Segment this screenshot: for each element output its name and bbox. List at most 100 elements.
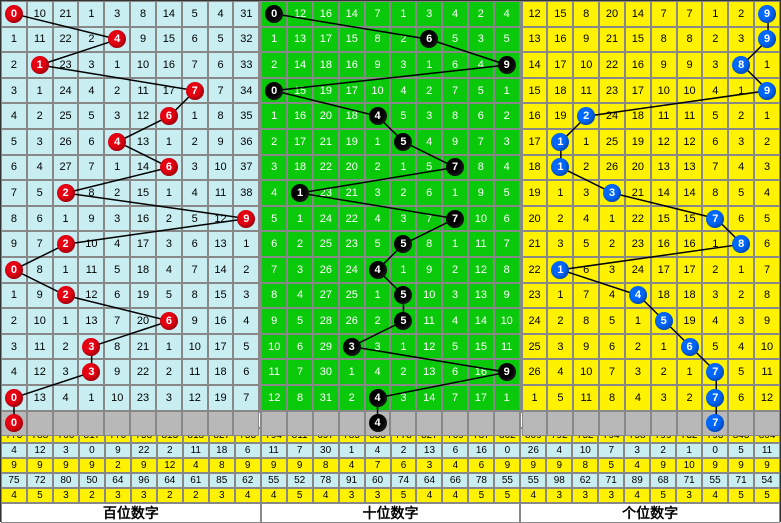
lottery-trend-chart: 0102113814543111122249156532212331101676… (0, 0, 781, 522)
trend-row: 19133211414854 (522, 180, 780, 206)
trend-cell: 1 (261, 103, 287, 129)
trend-cell: 1 (547, 283, 573, 309)
stat-cell: 9 (79, 458, 105, 473)
post-cell (547, 411, 573, 437)
trend-cell: 11 (573, 385, 599, 411)
stat-cell: 62 (235, 473, 261, 488)
stat-cell: 26 (520, 443, 546, 458)
trend-cell: 4 (208, 1, 234, 27)
trend-cell: 1 (547, 180, 573, 206)
trend-cell: 26 (53, 129, 79, 155)
trend-cell: 9 (677, 52, 703, 78)
trend-cell: 2 (728, 103, 754, 129)
stat-cell: 4 (702, 488, 728, 503)
trend-cell: 8 (365, 27, 391, 53)
trend-cell: 14 (416, 385, 442, 411)
trend-cell: 0 (261, 78, 287, 104)
trend-cell: 6 (416, 27, 442, 53)
trend-cell: 16 (313, 1, 339, 27)
trend-cell: 4 (182, 180, 208, 206)
trend-cell: 1 (442, 180, 468, 206)
trend-row: 12831243147171 (261, 385, 519, 411)
stat-cell: 64 (416, 473, 442, 488)
trend-cell: 8 (208, 103, 234, 129)
stat-cell: 54 (754, 473, 780, 488)
trend-cell: 6 (573, 257, 599, 283)
trend-cell: 19 (208, 385, 234, 411)
trend-cell: 1 (104, 155, 130, 181)
stat-cell: 9 (287, 458, 313, 473)
ball-icon: 6 (160, 158, 178, 176)
stat-cell: 4 (183, 458, 209, 473)
stat-cell: 9 (27, 458, 53, 473)
trend-cell: 8 (416, 231, 442, 257)
trend-cell: 25 (339, 283, 365, 309)
ball-icon: 4 (108, 133, 126, 151)
trend-cell: 25 (53, 103, 79, 129)
trend-cell: 1 (702, 231, 728, 257)
trend-cell: 10 (78, 231, 104, 257)
trend-cell: 22 (53, 27, 79, 53)
trend-cell: 6 (494, 206, 520, 232)
label-row: 百位数字十位数字个位数字 (1, 503, 780, 523)
trend-cell: 8 (468, 155, 494, 181)
trend-cell: 4 (442, 308, 468, 334)
trend-cell: 2 (104, 78, 130, 104)
ball-icon: 5 (394, 133, 412, 151)
trend-cell: 24 (339, 257, 365, 283)
trend-cell: 24 (522, 308, 548, 334)
ball-icon: 2 (57, 286, 75, 304)
trend-cell: 6 (442, 52, 468, 78)
trend-cell: 4 (547, 359, 573, 385)
ball-icon: 8 (732, 235, 750, 253)
trend-cell: 9 (754, 78, 780, 104)
trend-cell: 16 (339, 52, 365, 78)
trend-cell: 6 (677, 334, 703, 360)
stat-cell: 55 (702, 473, 728, 488)
trend-row: 2141816931649 (261, 52, 519, 78)
panel-tens: 0121614713424113171582653521418169316490… (261, 1, 521, 412)
trend-cell: 3 (156, 385, 182, 411)
stat-cell: 4 (1, 443, 27, 458)
trend-cell: 26 (522, 359, 548, 385)
post-cell (53, 411, 79, 437)
trend-cell: 2 (728, 283, 754, 309)
trend-cell: 1 (754, 52, 780, 78)
trend-cell: 1 (287, 180, 313, 206)
stat-cell: 4 (416, 488, 442, 503)
trend-cell: 7 (754, 257, 780, 283)
ball-icon: 5 (394, 312, 412, 330)
stat-cell: 10 (572, 443, 598, 458)
trend-row: 4225531261835 (1, 103, 259, 129)
ball-icon: 4 (369, 107, 387, 125)
trend-cell: 18 (625, 103, 651, 129)
trend-cell: 5 (573, 231, 599, 257)
trend-cell: 14 (468, 308, 494, 334)
trend-cell: 3 (78, 359, 104, 385)
trend-cell: 12 (287, 1, 313, 27)
trend-cell: 14 (130, 155, 156, 181)
ball-icon: 5 (394, 286, 412, 304)
trend-cell: 3 (27, 129, 53, 155)
trend-cell: 4 (728, 155, 754, 181)
trend-cell: 2 (53, 283, 79, 309)
post-cell: 4 (365, 411, 391, 437)
trend-cell: 5 (494, 27, 520, 53)
post-row: 4 (261, 411, 519, 437)
stat-cell: 5 (728, 443, 754, 458)
trend-cell: 7 (494, 231, 520, 257)
trend-cell: 12 (182, 385, 208, 411)
trend-panels: 0102113814543111122249156532212331101676… (1, 1, 780, 412)
trend-cell: 9 (78, 206, 104, 232)
trend-cell: 5 (702, 103, 728, 129)
trend-cell: 18 (313, 52, 339, 78)
trend-cell: 17 (677, 257, 703, 283)
trend-cell: 12 (130, 103, 156, 129)
trend-cell: 5 (442, 334, 468, 360)
post-cell (104, 411, 130, 437)
trend-cell: 4 (104, 231, 130, 257)
trend-cell: 20 (599, 1, 625, 27)
ball-icon: 3 (603, 184, 621, 202)
post-cell (182, 411, 208, 437)
trend-cell: 12 (651, 129, 677, 155)
